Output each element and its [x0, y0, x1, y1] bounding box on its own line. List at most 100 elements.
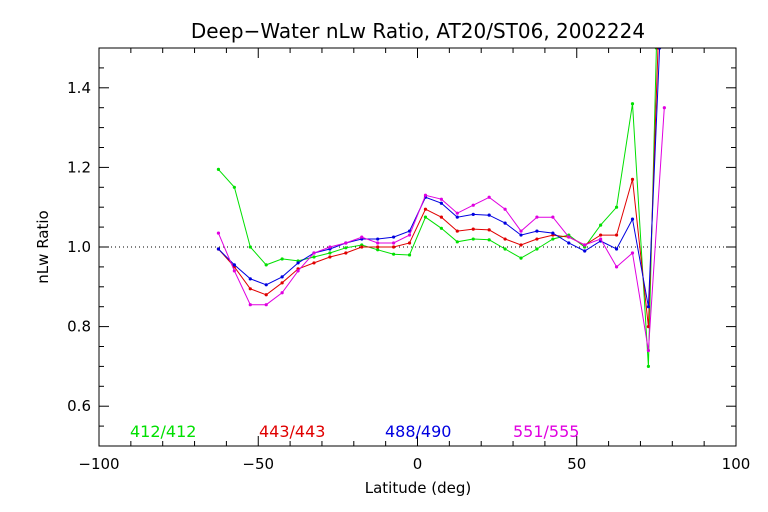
data-point [471, 237, 475, 241]
data-point [503, 221, 507, 225]
data-point [376, 241, 380, 245]
data-point [280, 275, 284, 279]
data-point [599, 223, 603, 227]
data-point [599, 233, 603, 237]
data-point [232, 263, 236, 267]
data-point [423, 207, 428, 211]
x-tick-label: −50 [242, 455, 274, 473]
y-tick-label: 1.2 [67, 158, 91, 176]
data-point [646, 348, 651, 353]
data-point [344, 251, 348, 255]
data-point [471, 227, 475, 231]
data-point [519, 233, 523, 237]
data-point [328, 251, 332, 255]
series-412-412 [216, 48, 658, 368]
data-point [376, 248, 380, 252]
series-551-555 [216, 106, 666, 353]
data-point [630, 217, 635, 221]
data-point [216, 247, 221, 251]
data-point [630, 177, 635, 181]
legend-entry: 551/555 [513, 422, 579, 441]
data-point [455, 240, 459, 244]
data-point [407, 253, 412, 257]
data-point [264, 263, 268, 267]
data-point [423, 193, 428, 197]
data-point [599, 237, 603, 241]
data-point [583, 243, 587, 247]
data-point [312, 251, 316, 255]
data-point [376, 245, 380, 249]
data-point [376, 237, 380, 241]
data-point [312, 261, 316, 265]
legend-entry: 412/412 [130, 422, 196, 441]
data-point [519, 256, 523, 260]
data-point [392, 245, 396, 249]
data-point [232, 185, 236, 189]
data-point [535, 229, 539, 233]
ticks-group: −100 −50 0 50 100 0.6 0.8 1.0 1.2 1.4 [67, 47, 750, 473]
data-point [646, 325, 651, 329]
data-point [248, 245, 252, 249]
data-point [264, 303, 268, 307]
y-tick-label: 0.8 [67, 318, 91, 336]
y-tick-label: 1.4 [67, 79, 91, 97]
data-point [662, 106, 666, 110]
data-point [551, 231, 555, 235]
data-point [312, 255, 316, 259]
data-point [567, 235, 571, 239]
data-point [519, 229, 523, 233]
data-point [439, 215, 443, 219]
data-point [567, 241, 571, 245]
data-point [614, 205, 619, 209]
series-line [218, 48, 657, 367]
legend-entry: 488/490 [385, 422, 451, 441]
x-tick-label: −100 [78, 455, 119, 473]
data-point [439, 226, 443, 230]
legend: 412/412 443/443 488/490 551/555 [130, 422, 579, 441]
data-point [503, 247, 507, 251]
data-point [614, 247, 619, 251]
data-point [439, 201, 443, 205]
data-point [471, 212, 475, 216]
data-point [248, 303, 252, 307]
data-point [280, 291, 284, 295]
data-point [232, 269, 236, 273]
data-point [487, 228, 491, 232]
data-point [344, 246, 348, 250]
data-point [264, 283, 268, 287]
data-point [455, 211, 459, 215]
series-line [218, 48, 659, 327]
chart-title: Deep−Water nLw Ratio, AT20/ST06, 2002224 [191, 19, 645, 43]
data-point [503, 237, 507, 241]
data-point [248, 277, 252, 281]
data-point [280, 257, 284, 261]
data-point [630, 102, 635, 106]
data-point [248, 287, 252, 291]
data-point [264, 293, 268, 297]
data-point [392, 241, 396, 245]
data-point [296, 269, 300, 273]
data-point [407, 233, 412, 237]
data-point [407, 241, 412, 245]
x-tick-label: 50 [567, 455, 586, 473]
data-point [471, 203, 475, 207]
data-point [328, 255, 332, 259]
series-443-443 [216, 48, 660, 329]
data-point [535, 215, 539, 219]
data-point [535, 237, 539, 241]
data-point [216, 167, 221, 171]
data-point [646, 305, 651, 309]
data-point [296, 261, 300, 265]
data-point [535, 247, 539, 251]
plot-frame [98, 47, 737, 447]
data-point [216, 231, 221, 235]
data-point [455, 229, 459, 233]
data-point [503, 207, 507, 211]
y-axis-label: nLw Ratio [34, 210, 52, 283]
data-point [630, 251, 635, 255]
data-point [280, 281, 284, 285]
data-point [551, 215, 555, 219]
data-point [487, 238, 491, 242]
data-point [487, 195, 491, 199]
